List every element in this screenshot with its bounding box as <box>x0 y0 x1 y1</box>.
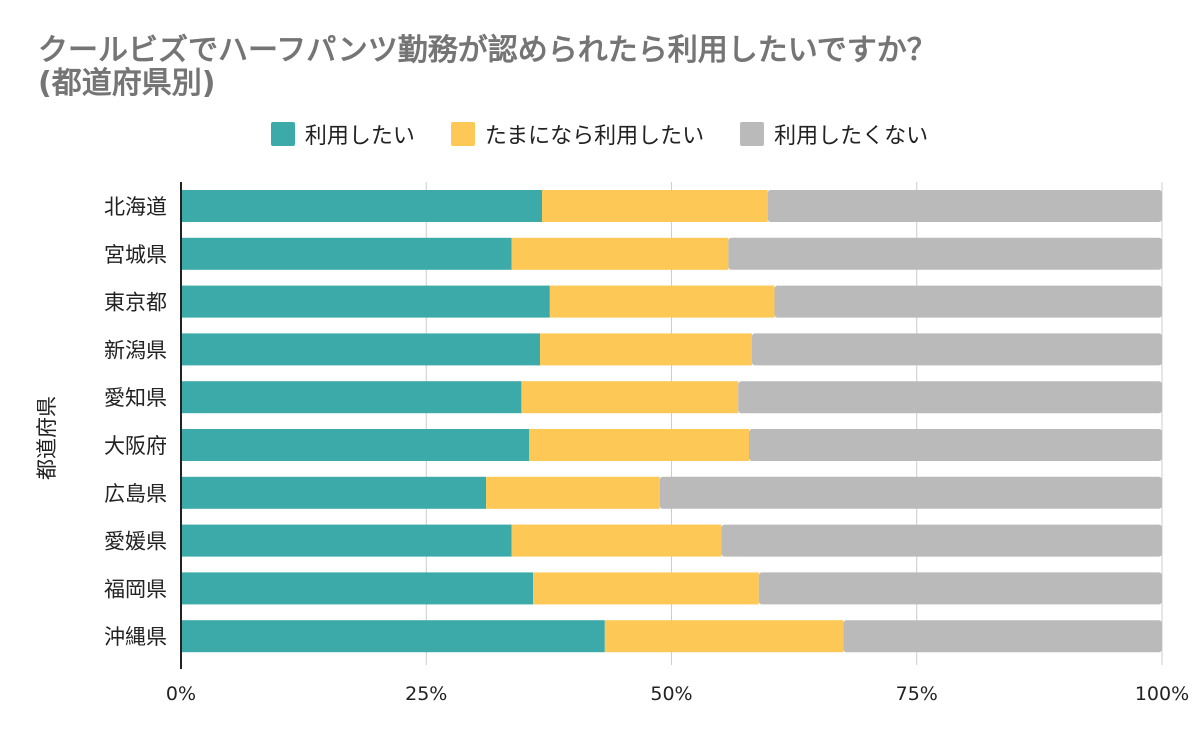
bar-segment <box>181 476 487 509</box>
legend-label-want: 利用したい <box>304 124 415 149</box>
bar-segment <box>659 476 1162 509</box>
y-axis-title: 都道府県 <box>35 396 59 480</box>
bar-segment <box>486 476 660 509</box>
bar-segment <box>758 572 1162 605</box>
y-category-label: 大阪府 <box>104 434 167 458</box>
y-category-label: 愛媛県 <box>104 530 167 554</box>
chart-subtitle: (都道府県別) <box>38 66 216 101</box>
x-tick-label: 75% <box>896 683 938 705</box>
chart-title: クールビズでハーフパンツ勤務が認められたら利用したいですか？ (都道府県別) <box>38 34 937 100</box>
legend: 利用したい たまになら利用したい 利用したくない <box>0 118 1199 150</box>
bar-segment <box>549 285 775 318</box>
y-category-label: 沖縄県 <box>104 625 167 649</box>
bar-segment <box>181 190 543 222</box>
legend-swatch-want <box>270 122 295 146</box>
y-category-label: 広島県 <box>104 482 167 506</box>
bar-segment <box>181 237 512 270</box>
x-tick-label: 50% <box>650 683 692 705</box>
bar-segment <box>181 524 512 557</box>
bar-segment <box>738 381 1162 414</box>
bar-segment <box>767 190 1162 222</box>
bar-segment <box>511 524 722 557</box>
y-category-label: 福岡県 <box>104 577 167 601</box>
bar-segment <box>721 524 1162 557</box>
bar-segment <box>542 190 768 222</box>
legend-item-sometimes[interactable]: たまになら利用したい <box>450 118 705 150</box>
bar-segment <box>843 620 1162 653</box>
legend-label-dont-want: 利用したくない <box>774 124 929 149</box>
bar-segment <box>774 285 1162 318</box>
legend-swatch-dont-want <box>740 122 765 146</box>
bar-segment <box>728 237 1162 270</box>
x-tick-label: 25% <box>405 683 447 705</box>
y-category-label: 東京都 <box>104 291 167 315</box>
bar-segment <box>529 429 749 461</box>
bar-segment <box>181 572 534 605</box>
chart-title-main: クールビズでハーフパンツ勤務が認められたら利用したいですか？ <box>38 33 937 68</box>
bar-segment <box>540 333 752 366</box>
bar-segment <box>181 620 605 653</box>
bar-segment <box>751 333 1162 366</box>
bar-segment <box>181 333 541 366</box>
y-category-label: 北海道 <box>104 195 167 219</box>
legend-item-dont-want[interactable]: 利用したくない <box>740 118 928 150</box>
legend-label-sometimes: たまになら利用したい <box>484 124 705 149</box>
y-category-label: 新潟県 <box>104 338 167 362</box>
bar-segment <box>604 620 844 653</box>
legend-item-want[interactable]: 利用したい <box>270 118 415 150</box>
x-tick-label: 0% <box>166 683 196 705</box>
bar-segment <box>181 285 550 318</box>
bar-segment <box>181 429 530 461</box>
x-tick-label: 100% <box>1135 683 1189 705</box>
bar-segment <box>748 429 1162 461</box>
bar-segment <box>533 572 759 605</box>
bar-segment <box>511 237 729 270</box>
y-category-label: 愛知県 <box>104 386 167 410</box>
legend-swatch-sometimes <box>450 122 475 146</box>
bar-segment <box>181 381 522 414</box>
bar-segment <box>521 381 739 414</box>
y-category-label: 宮城県 <box>104 243 167 267</box>
